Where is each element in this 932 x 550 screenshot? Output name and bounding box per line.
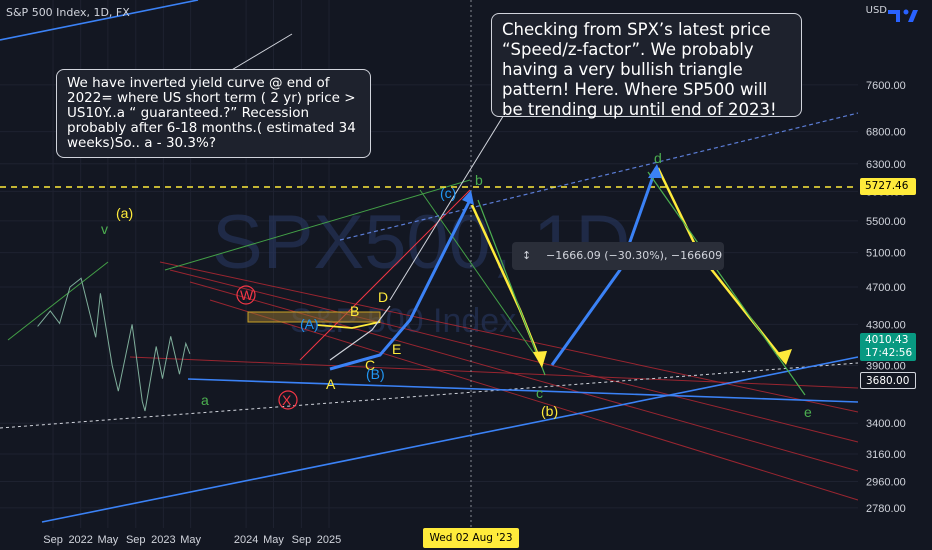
wave-label: (b) xyxy=(541,403,558,419)
wave-ring xyxy=(278,390,298,410)
forecast-blue-up-2 xyxy=(550,167,658,366)
last-price-tag[interactable]: 4010.43 17:42:56 xyxy=(860,333,916,361)
red-channel-line xyxy=(209,299,859,501)
wave-label: v xyxy=(101,221,108,237)
price-series xyxy=(37,277,191,412)
time-axis: Sep 2022 May Sep 2023 May 2024 May Sep 2025 xyxy=(43,534,341,546)
x-tick-label: 2025 xyxy=(317,534,341,546)
wave-label: C xyxy=(365,357,375,373)
arrow-head xyxy=(776,349,792,365)
y-tick-label: 6300.00 xyxy=(866,159,906,171)
measure-tooltip: ↕ −1666.09 (−30.30%), −166609 xyxy=(512,242,724,270)
forecast-green-2 xyxy=(647,171,806,396)
wave-label: d xyxy=(654,150,662,166)
symbol-header[interactable]: S&P 500 Index, 1D, FX xyxy=(6,6,130,19)
wave-label: E xyxy=(392,341,401,357)
price-axis-background xyxy=(858,0,932,528)
forecast-blue-up-1 xyxy=(329,199,472,371)
logo-dot xyxy=(903,9,909,15)
x-tick-label: 2024 xyxy=(234,534,258,546)
wave-label: a xyxy=(201,392,209,408)
wave-label: (B) xyxy=(366,366,385,382)
bar-countdown: 17:42:56 xyxy=(865,347,913,359)
level-price-tag[interactable]: 5727.46 xyxy=(860,178,916,195)
wave-label: D xyxy=(378,289,388,305)
y-tick-label: 3900.00 xyxy=(866,360,906,372)
wave-label: W xyxy=(240,287,254,303)
x-tick-label: May xyxy=(180,534,201,546)
x-tick-label: 2023 xyxy=(151,534,175,546)
wave-label: (a) xyxy=(116,205,133,221)
green-line xyxy=(7,261,109,341)
x-tick-label: Sep xyxy=(126,534,146,546)
note-pointer xyxy=(389,104,511,301)
arrow-head xyxy=(648,164,662,178)
support-price-tag[interactable]: 3680.00 xyxy=(860,372,916,389)
wave-label: A xyxy=(326,376,336,392)
blue-trend-lines xyxy=(0,0,859,523)
arrow-head xyxy=(462,190,474,205)
y-tick-label: 4700.00 xyxy=(866,282,906,294)
y-tick-label: 4300.00 xyxy=(866,319,906,331)
wave-label: c xyxy=(536,385,543,401)
dashed-trend-upper xyxy=(339,112,859,241)
wave-label: (A) xyxy=(300,316,319,332)
y-tick-label: 5500.00 xyxy=(866,216,906,228)
price-axis: 7600.006800.006300.005900.005500.005100.… xyxy=(866,80,906,515)
red-channel-line xyxy=(169,269,859,443)
wave-label: X xyxy=(282,392,292,408)
x-tick-label: Sep xyxy=(292,534,312,546)
red-channel-line xyxy=(159,261,859,413)
x-tick-label: May xyxy=(97,534,118,546)
y-tick-label: 2960.00 xyxy=(866,476,906,488)
wave-ring xyxy=(236,285,256,305)
green-line xyxy=(164,179,471,271)
grid xyxy=(0,0,858,528)
note-yield-curve[interactable]: We have inverted yield curve @ end of 20… xyxy=(56,69,371,158)
blue-line-support xyxy=(187,378,859,403)
red-channel-line xyxy=(129,356,859,389)
logo-bar xyxy=(888,10,900,14)
wave-label: B xyxy=(350,303,359,319)
yellow-path xyxy=(316,321,381,329)
y-tick-label: 2780.00 xyxy=(866,503,906,515)
y-tick-label: 5100.00 xyxy=(866,248,906,260)
blue-line-long xyxy=(41,356,859,523)
y-tick-label: 3160.00 xyxy=(866,449,906,461)
y-tick-label: 6800.00 xyxy=(866,127,906,139)
measure-icon: ↕ xyxy=(522,249,532,262)
last-price-value: 4010.43 xyxy=(865,334,909,346)
logo-shape xyxy=(908,10,918,22)
logo-bar xyxy=(896,10,900,22)
y-tick-label: 3400.00 xyxy=(866,418,906,430)
y-tick-label: 7600.00 xyxy=(866,80,906,92)
blue-line-top xyxy=(0,0,199,41)
wave-label: (c) xyxy=(440,185,456,201)
measure-value: −1666.09 (−30.30%), −166609 xyxy=(546,249,723,262)
white-path xyxy=(329,305,391,361)
note-pointer xyxy=(229,33,293,72)
x-tick-label: Sep xyxy=(43,534,63,546)
green-line xyxy=(419,189,543,366)
crosshair-date-tag: Wed 02 Aug '23 xyxy=(423,528,519,548)
note-bullish-triangle[interactable]: Checking from SPX’s latest price “Speed/… xyxy=(491,13,802,119)
currency-label[interactable]: USD xyxy=(865,5,887,16)
red-channel xyxy=(129,261,859,501)
consolidation-box xyxy=(247,311,381,323)
arrow-head xyxy=(533,351,547,368)
forecast-green-1 xyxy=(477,199,546,376)
red-trend-line xyxy=(299,189,471,361)
green-lines xyxy=(7,179,543,366)
x-tick-label: May xyxy=(263,534,284,546)
wave-label: e xyxy=(804,404,812,420)
tradingview-logo[interactable] xyxy=(872,0,932,32)
x-tick-label: 2022 xyxy=(68,534,92,546)
wave-label: b xyxy=(475,172,483,188)
